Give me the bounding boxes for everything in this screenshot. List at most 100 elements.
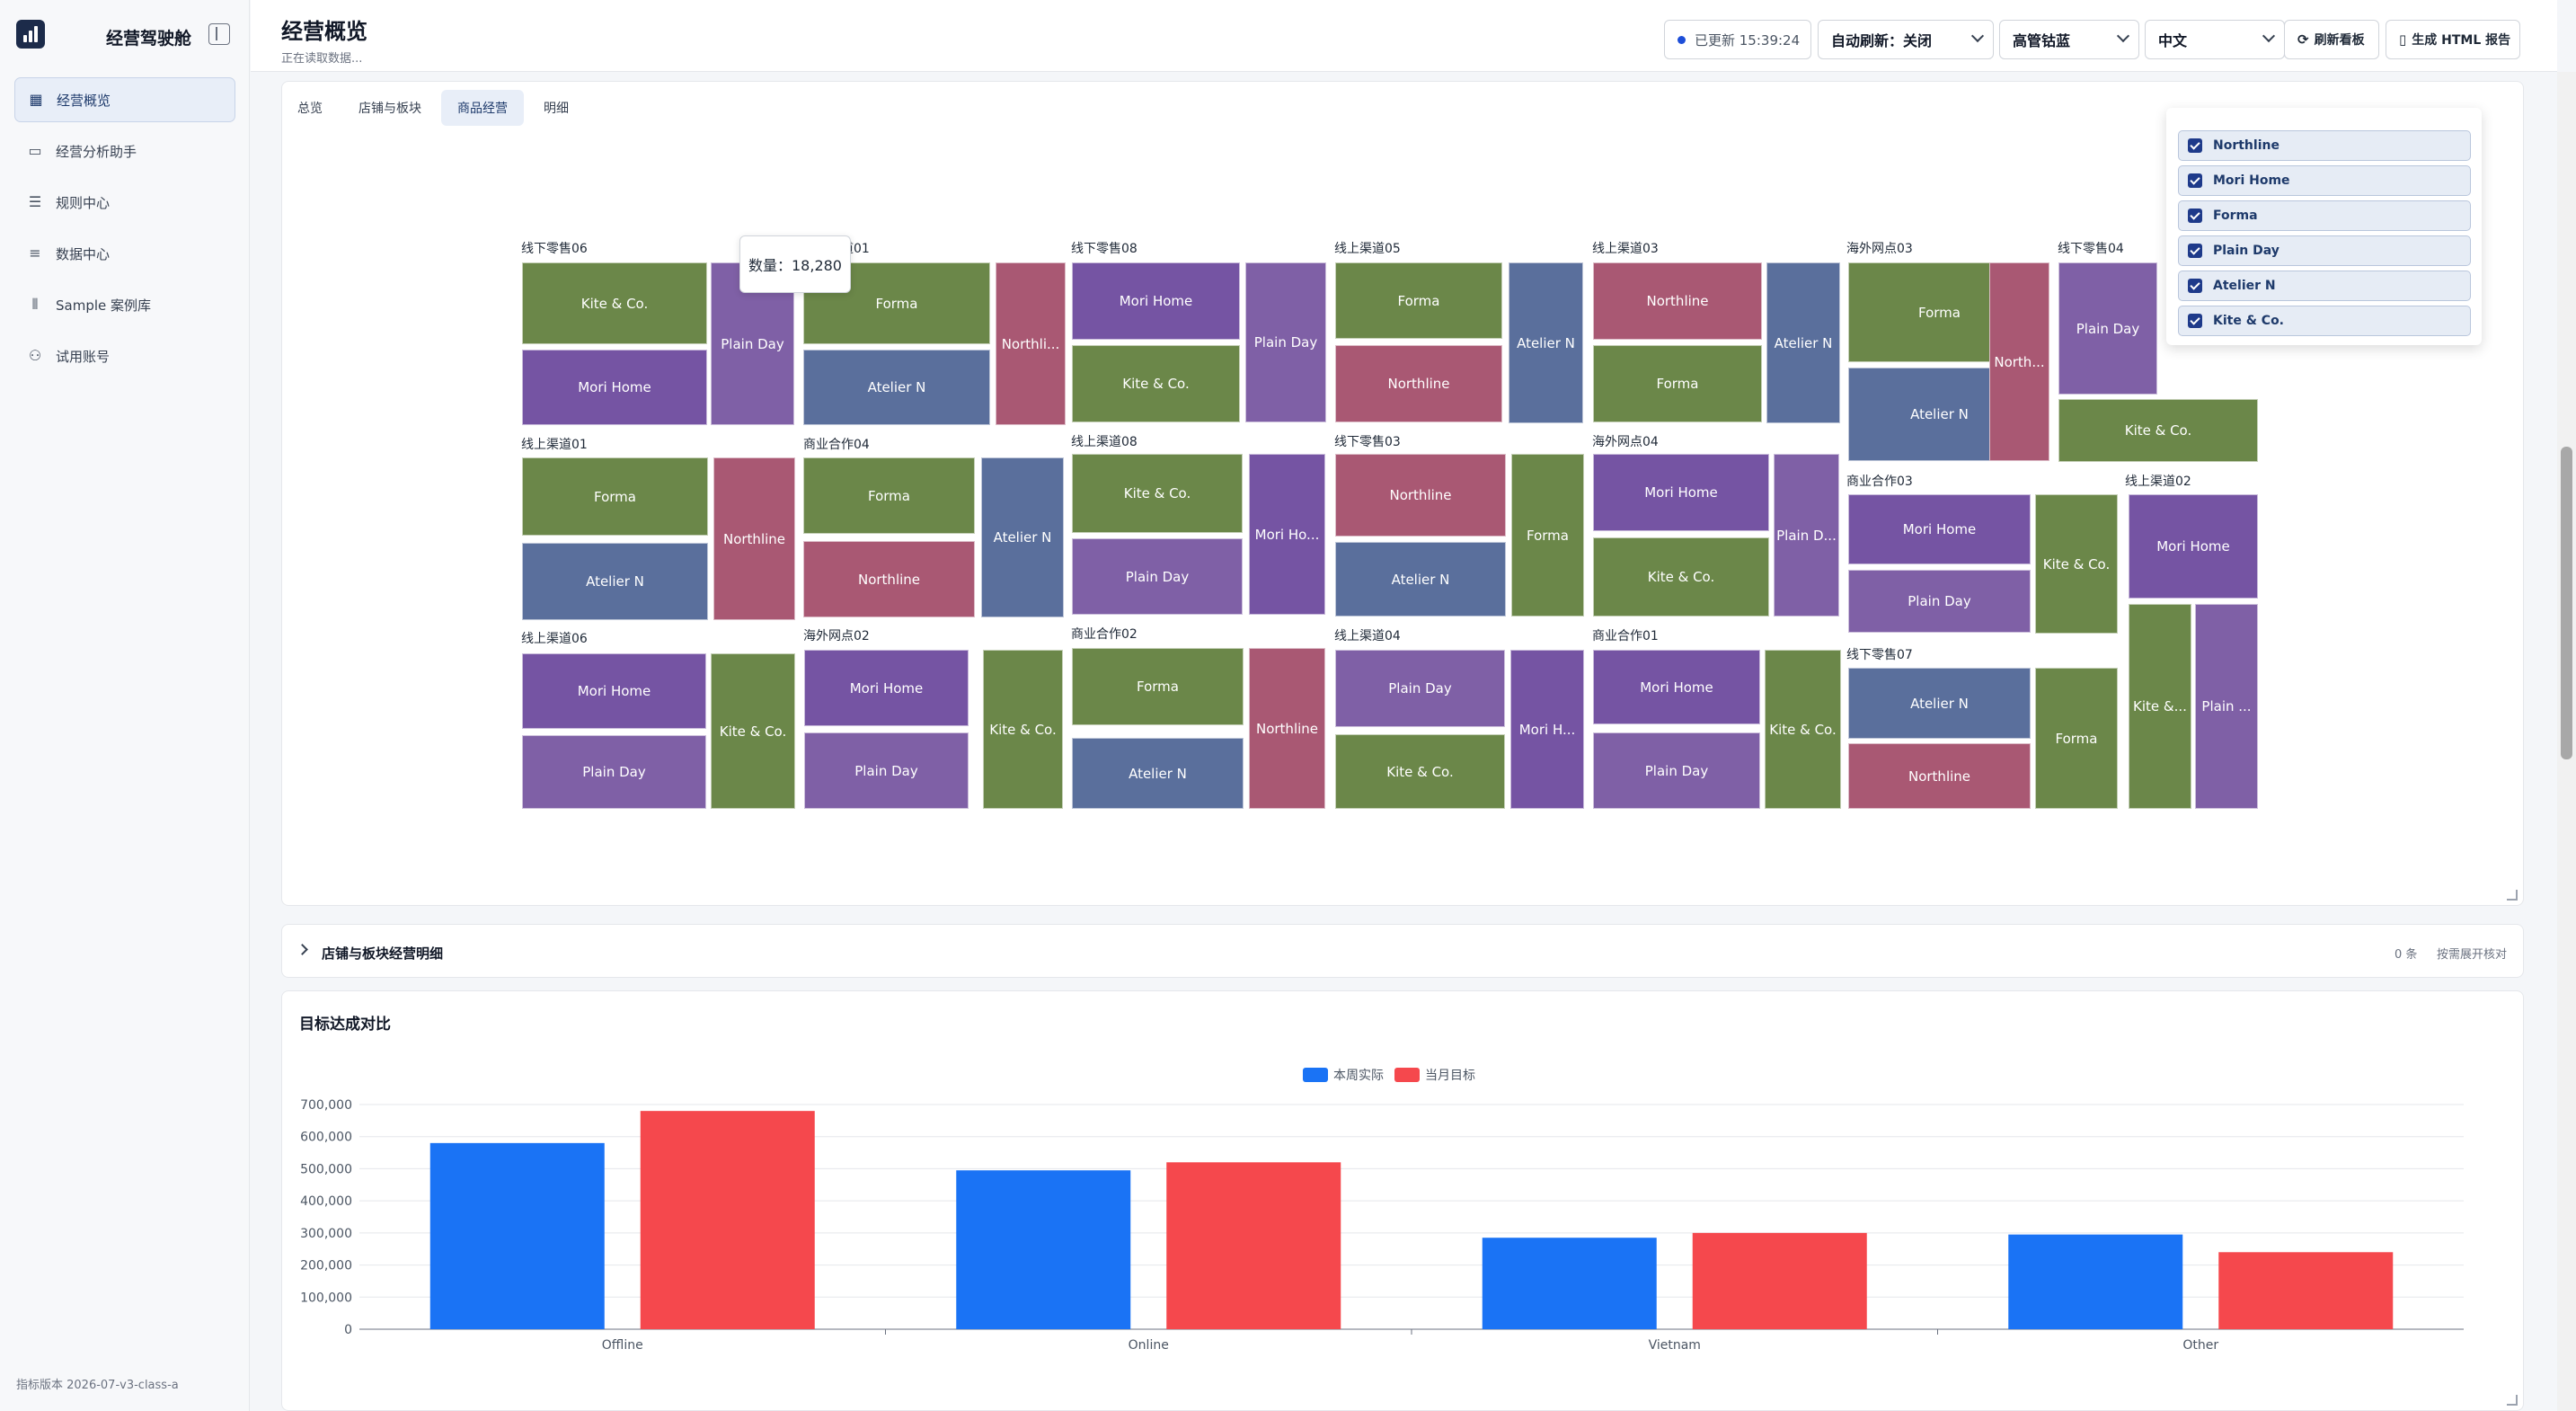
legend-label: 当月目标 [1425,1069,1475,1083]
treemap-cell[interactable]: Forma [803,457,975,534]
treemap-cell[interactable]: Plain Day [804,732,969,809]
treemap-cell[interactable]: Forma [1335,262,1502,339]
treemap-cell[interactable]: Atelier N [1335,542,1506,617]
treemap-cell[interactable]: Forma [522,457,708,536]
sidebar-item-label: Sample 案例库 [56,297,152,314]
treemap-cell[interactable]: Kite & Co. [711,653,795,809]
treemap-cell[interactable]: Mori Home [522,350,707,425]
treemap-cell[interactable]: Atelier N [1509,262,1583,423]
treemap-cell[interactable]: Plain Day [1335,650,1505,727]
treemap-cell[interactable]: Mori Ho... [1249,454,1325,615]
treemap-cell[interactable]: Kite & Co. [522,262,707,344]
generate-report-button[interactable]: ▯ 生成 HTML 报告 [2386,20,2520,59]
checkbox-checked-icon[interactable] [2188,244,2202,258]
sidebar-item-2[interactable]: ☰ 规则中心 [14,180,235,225]
treemap-cell[interactable]: Atelier N [981,457,1064,617]
treemap-cell[interactable]: Mori Home [804,650,969,726]
treemap-cell[interactable]: Kite & Co. [1765,650,1841,809]
treemap-cell[interactable]: Mori Home [2129,494,2258,599]
treemap-group-label: 线下零售04 [2058,242,2124,256]
sidebar-item-4[interactable]: ⫴ Sample 案例库 [14,282,235,327]
detail-hint: 按需展开核对 [2437,948,2508,962]
treemap-cell[interactable]: Mori Home [1848,494,2031,564]
treemap-cell[interactable]: Atelier N [1848,668,2031,739]
checkbox-checked-icon[interactable] [2188,314,2202,328]
tab-1[interactable]: 店铺与板块 [359,102,421,116]
treemap-cell[interactable]: Forma [1511,454,1584,617]
language-value: 中文 [2158,32,2188,49]
treemap-cell[interactable]: Kite &... [2129,604,2191,809]
treemap-cell[interactable]: North... [1989,262,2049,461]
treemap-cell[interactable]: Mori Home [1072,262,1240,340]
treemap-cell[interactable]: Plain Day [1072,538,1243,615]
treemap-cell[interactable]: Plain Day [1593,732,1760,809]
treemap-cell[interactable]: Northline [1249,648,1325,809]
treemap-cell[interactable]: Forma [1593,345,1762,422]
treemap-cell[interactable]: Mori Home [1593,650,1760,724]
checkbox-checked-icon[interactable] [2188,173,2202,188]
treemap-cell[interactable]: Forma [2035,668,2118,809]
treemap-cell[interactable]: Kite & Co. [2035,494,2118,634]
treemap-cell[interactable]: Forma [1072,648,1244,725]
tab-3[interactable]: 明细 [544,102,569,116]
treemap-cell[interactable]: Kite & Co. [1593,537,1769,617]
refresh-button[interactable]: ⟳ 刷新看板 [2284,20,2379,59]
treemap-cell[interactable]: Atelier N [1072,738,1244,809]
treemap-cell[interactable]: Kite & Co. [1335,734,1505,809]
treemap-cell[interactable]: Northline [1335,345,1502,422]
treemap-cell[interactable]: Northli... [996,262,1066,425]
treemap-cell[interactable]: Kite & Co. [983,650,1063,809]
treemap-cell[interactable]: Kite & Co. [2058,399,2258,462]
checkbox-checked-icon[interactable] [2188,209,2202,223]
treemap-cell[interactable]: Atelier N [1766,262,1840,423]
sidebar-item-5[interactable]: ⚇ 试用账号 [14,333,235,378]
brand-filter-item[interactable]: Northline [2178,130,2471,161]
resize-handle-icon[interactable] [2507,1395,2518,1406]
chat-icon: ▭ [28,142,42,159]
sidebar-item-3[interactable]: ≡ 数据中心 [14,231,235,276]
treemap-cell[interactable]: Mori Home [522,653,706,729]
brand-filter-item[interactable]: Kite & Co. [2178,306,2471,336]
treemap-cell[interactable]: Northline [1848,743,2031,809]
treemap-cell[interactable]: Northline [1335,454,1506,537]
treemap-cell[interactable]: Mori H... [1510,650,1584,809]
x-tick-label: Offline [602,1338,643,1353]
checkbox-checked-icon[interactable] [2188,138,2202,153]
treemap-group-label: 海外网点04 [1592,435,1659,449]
treemap-cell[interactable]: Plain D... [1774,454,1839,617]
brand-filter-item[interactable]: Atelier N [2178,271,2471,301]
detail-count: 0 条 [2395,948,2418,962]
treemap-cell[interactable]: Northline [1593,262,1762,340]
sliders-icon: ☰ [28,193,42,210]
treemap-cell[interactable]: Northline [713,457,795,620]
treemap-cell[interactable]: Plain Day [522,735,706,809]
treemap-cell[interactable]: Northline [803,541,975,617]
treemap-cell[interactable]: Plain Day [1848,570,2031,633]
resize-handle-icon[interactable] [2507,890,2518,901]
tab-2[interactable]: 商品经营 [441,90,524,126]
treemap-cell[interactable]: Plain Day [1245,262,1326,422]
sidebar-item-0[interactable]: ▦ 经营概览 [14,77,235,122]
treemap-cell[interactable]: Kite & Co. [1072,454,1243,533]
treemap-cell[interactable]: Atelier N [522,543,708,620]
checkbox-checked-icon[interactable] [2188,279,2202,293]
sidebar-item-1[interactable]: ▭ 经营分析助手 [14,129,235,173]
treemap-cell[interactable]: Mori Home [1593,454,1769,531]
auto-refresh-select[interactable]: 自动刷新：关闭 [1818,20,1994,59]
treemap-cell[interactable]: Plain ... [2195,604,2258,809]
brand-filter-item[interactable]: Mori Home [2178,165,2471,196]
treemap-cell[interactable]: Kite & Co. [1072,345,1240,422]
tab-0[interactable]: 总览 [297,102,323,116]
detail-collapse-card[interactable] [281,924,2524,978]
brand-filter-item[interactable]: Forma [2178,200,2471,231]
theme-select[interactable]: 高管钴蓝 [1999,20,2139,59]
language-select[interactable]: 中文 [2145,20,2285,59]
sidebar-collapse-icon[interactable] [208,23,230,45]
treemap-cell[interactable]: Plain Day [2058,262,2157,395]
scrollbar-thumb[interactable] [2561,447,2572,759]
brand-filter-label: Mori Home [2213,173,2290,188]
treemap-cell[interactable]: Atelier N [803,350,990,425]
brand-filter-item[interactable]: Plain Day [2178,235,2471,266]
page-scrollbar[interactable] [2557,72,2576,1411]
